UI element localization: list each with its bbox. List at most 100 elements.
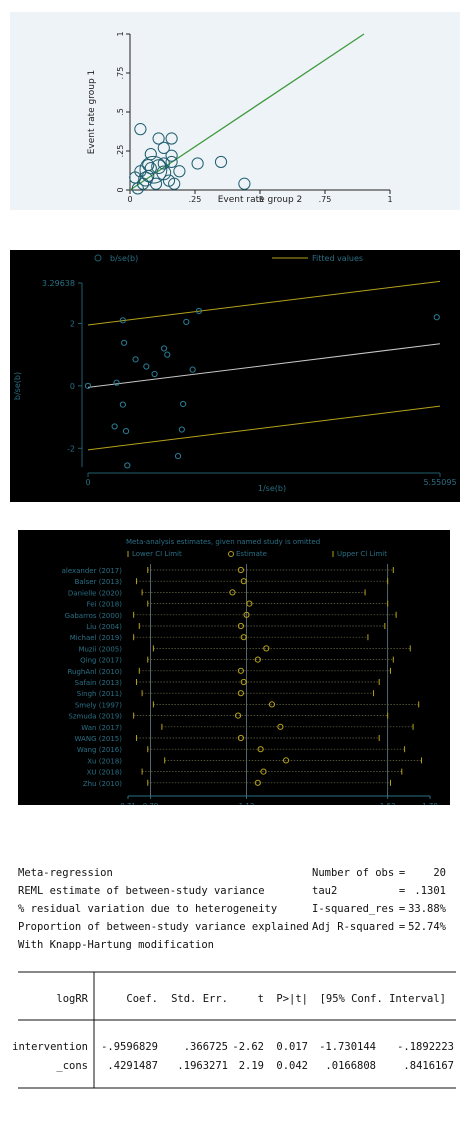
study-label: XU (2018) (87, 769, 123, 777)
study-marker (121, 339, 128, 346)
study-label: alexander (2017) (62, 567, 123, 575)
study-label: Qing (2017) (80, 657, 122, 665)
study-marker (152, 132, 165, 145)
study-marker (144, 162, 157, 175)
study-marker (132, 356, 139, 363)
study-label: Zhu (2010) (83, 780, 122, 788)
study-marker (134, 123, 147, 136)
table-cell: 0.017 (276, 1041, 308, 1053)
labbe-plot-panel: 0.25.5.75 1 0.25.5.75 1 Event rate group 2 … (10, 12, 460, 210)
y-tick-label: 0 (116, 187, 125, 192)
table-column-header: P>|t| (276, 993, 308, 1005)
study-marker (189, 366, 196, 373)
study-marker (143, 363, 150, 370)
chart-title: Meta-analysis estimates, given named stu… (126, 538, 320, 546)
summary-equals: = (399, 885, 405, 897)
table-column-header: [95% Conf. Interval] (320, 993, 446, 1005)
summary-stat-name: I-squared_res (312, 903, 394, 915)
study-marker (173, 165, 186, 178)
estimate-marker (234, 712, 242, 719)
table-cell: -1.730144 (319, 1041, 376, 1053)
study-marker (174, 452, 182, 460)
y-axis-label: Event rate group 1 (87, 70, 97, 155)
x-tick-label: 0 (85, 478, 90, 487)
study-label: Michael (2019) (70, 634, 123, 642)
summary-label: REML estimate of between-study variance (18, 885, 265, 897)
study-marker (214, 155, 228, 169)
x-tick-label: 0.71 (120, 802, 136, 805)
study-label: Balser (2013) (75, 578, 123, 586)
table-cell: -.9596829 (101, 1041, 158, 1053)
legend-label-fit: Fitted values (312, 254, 363, 263)
summary-label: % residual variation due to heterogeneit… (18, 903, 277, 915)
table-cell: -2.62 (232, 1041, 264, 1053)
x-tick-label: 0 (127, 195, 132, 204)
x-tick-label: .75 (319, 195, 332, 204)
summary-stat-value: 20 (433, 867, 446, 879)
legend-marker-estimate (228, 551, 234, 557)
summary-stat-value: 33.88% (408, 903, 447, 915)
study-marker (238, 177, 251, 190)
table-cell: .8416167 (403, 1060, 454, 1072)
study-marker (165, 149, 178, 162)
study-marker (157, 141, 170, 154)
estimate-marker (237, 734, 244, 742)
study-marker (164, 351, 171, 358)
estimate-marker (260, 768, 267, 775)
study-marker (139, 155, 168, 184)
table-row-label: intervention (12, 1041, 88, 1053)
study-marker (183, 318, 190, 325)
estimate-marker (237, 690, 244, 697)
study-label: Smely (1997) (75, 701, 122, 709)
estimate-marker (257, 746, 264, 753)
estimate-marker (277, 723, 284, 730)
study-marker (195, 307, 203, 315)
lower-limit-line (87, 405, 441, 451)
study-label: Liu (2004) (86, 623, 122, 631)
study-marker (191, 157, 204, 170)
study-label: WANG (2015) (75, 735, 123, 743)
study-marker (168, 177, 181, 190)
table-cell: .4291487 (107, 1060, 158, 1072)
y-tick-label: 3.29638 (42, 279, 75, 288)
x-tick-label: 1.63 (380, 802, 396, 805)
regression-table: Meta-regression Number of obs = 20 REML esti… (12, 867, 456, 1089)
study-marker (111, 423, 118, 430)
x-tick-label: .5 (256, 195, 264, 204)
study-marker (180, 400, 187, 408)
table-row-label: _cons (56, 1060, 88, 1072)
x-tick-label: .25 (189, 195, 202, 204)
estimate-marker (246, 600, 253, 607)
summary-stat-value: .1301 (414, 885, 446, 897)
influence-plot: Meta-analysis estimates, given named stu… (62, 538, 438, 810)
study-label: Xu (2018) (87, 757, 122, 765)
upper-limit-line (87, 280, 441, 326)
estimate-marker (254, 656, 261, 663)
y-tick-label: .5 (116, 108, 125, 116)
study-label: Fei (2018) (87, 601, 123, 609)
x-tick-label: 0.79 (143, 802, 159, 805)
legend-label-points: b/se(b) (110, 254, 138, 263)
meta-regression-output: Meta-regression Number of obs = 20 REML esti… (10, 836, 464, 1118)
x-tick-label: 1.13 (239, 802, 255, 805)
estimate-marker (240, 678, 247, 686)
legend-label-estimate: Estimate (236, 550, 267, 558)
study-marker (433, 314, 440, 321)
y-tick-label: -2 (67, 444, 75, 453)
study-marker (122, 428, 130, 435)
estimate-marker (237, 566, 244, 574)
table-column-header: logRR (56, 993, 88, 1005)
table-column-header: t (258, 993, 264, 1005)
y-tick-label: 2 (70, 319, 75, 328)
study-marker (124, 462, 131, 469)
study-marker (149, 177, 163, 190)
study-marker (142, 158, 155, 172)
study-label: Danielle (2020) (68, 589, 122, 597)
y-tick-label: .25 (116, 145, 125, 158)
galbraith-plot-panel: b/se(b) Fitted values 0 5.55095 -2 0 2 3.2963… (10, 250, 460, 502)
study-marker (119, 401, 126, 408)
legend-marker-points (94, 254, 102, 262)
summary-stat-name: tau2 (312, 885, 337, 897)
study-label: Muzii (2005) (78, 645, 122, 653)
table-column-header: Coef. (126, 993, 158, 1005)
